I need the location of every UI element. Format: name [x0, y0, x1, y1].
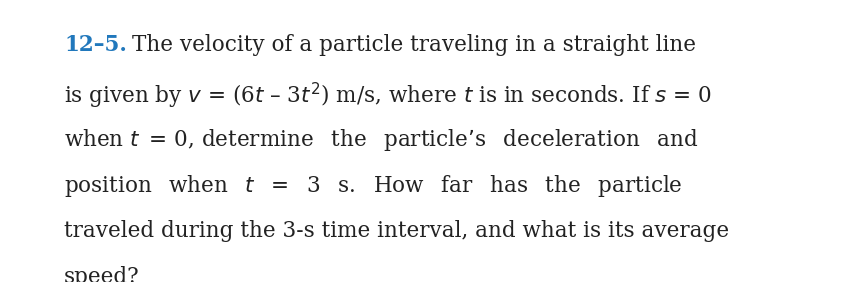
Text: The velocity of a particle traveling in a straight line: The velocity of a particle traveling in …: [132, 34, 695, 56]
Text: position  when  $t$  =  3  s.  How  far  has  the  particle: position when $t$ = 3 s. How far has the…: [64, 173, 682, 199]
Text: when $t$ = 0, determine  the  particle’s  deceleration  and: when $t$ = 0, determine the particle’s d…: [64, 127, 698, 153]
Text: 12–5.: 12–5.: [64, 34, 127, 56]
Text: traveled during the 3-s time interval, and what is its average: traveled during the 3-s time interval, a…: [64, 220, 728, 242]
Text: is given by $v$ = (6$t$ – 3$t^{2}$) m/s, where $t$ is in seconds. If $s$ = 0: is given by $v$ = (6$t$ – 3$t^{2}$) m/s,…: [64, 80, 711, 111]
Text: speed?: speed?: [64, 266, 140, 282]
